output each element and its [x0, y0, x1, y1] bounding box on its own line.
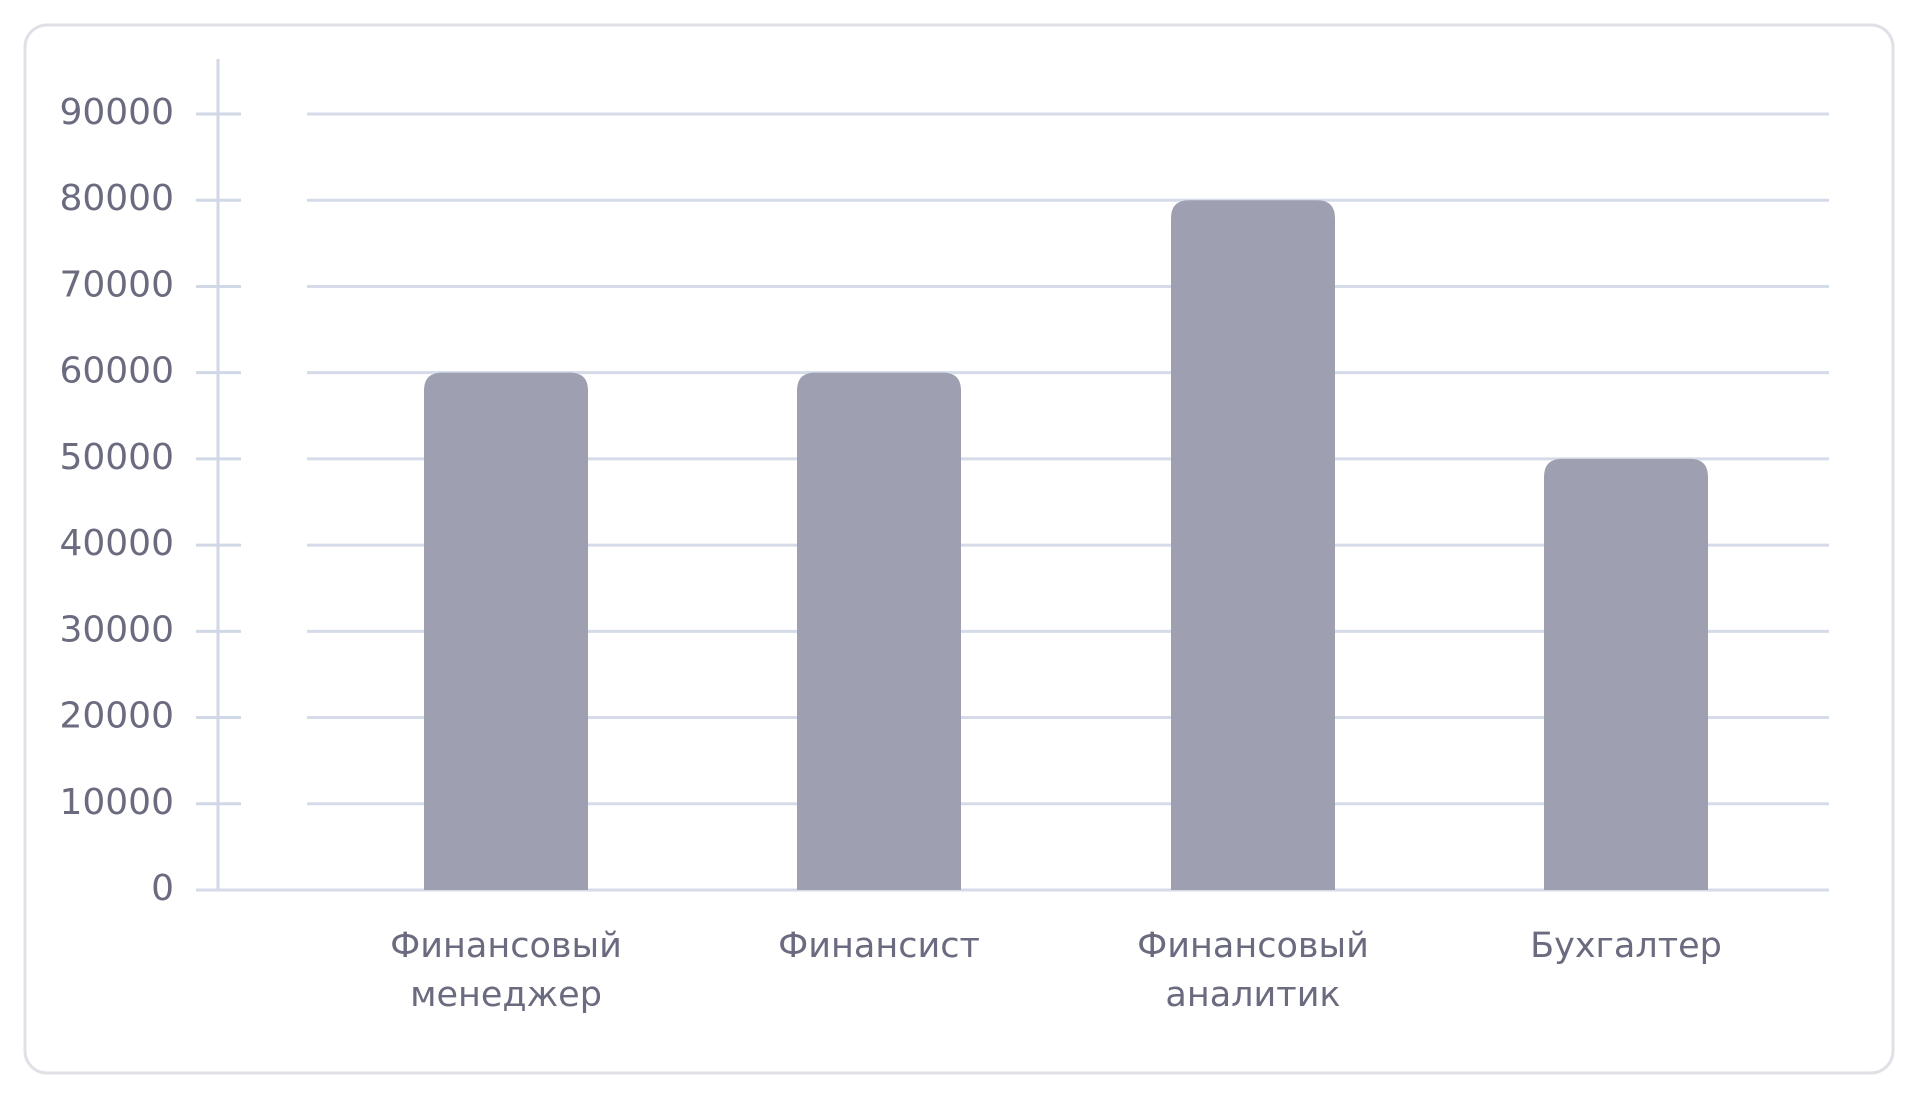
y-tick-label: 50000 — [59, 437, 174, 478]
x-tick-label: Финансист — [778, 926, 980, 966]
y-tick-label: 80000 — [59, 178, 174, 219]
y-tick-label: 60000 — [59, 351, 174, 392]
bar — [424, 372, 588, 891]
bar — [797, 372, 961, 891]
bar — [1544, 458, 1708, 890]
x-tick-label: Финансовый аналитик — [1137, 926, 1369, 1015]
y-tick-label: 70000 — [59, 264, 174, 305]
y-tick-label: 90000 — [59, 92, 174, 133]
bar — [1171, 200, 1335, 890]
x-tick-label: Бухгалтер — [1530, 926, 1722, 966]
y-tick-label: 40000 — [59, 523, 174, 564]
y-tick-label: 30000 — [59, 609, 174, 650]
y-tick-label: 0 — [151, 868, 174, 909]
x-tick-label: Финансовый менеджер — [390, 926, 622, 1015]
y-tick-label: 10000 — [59, 782, 174, 823]
y-tick-label: 20000 — [59, 696, 174, 737]
